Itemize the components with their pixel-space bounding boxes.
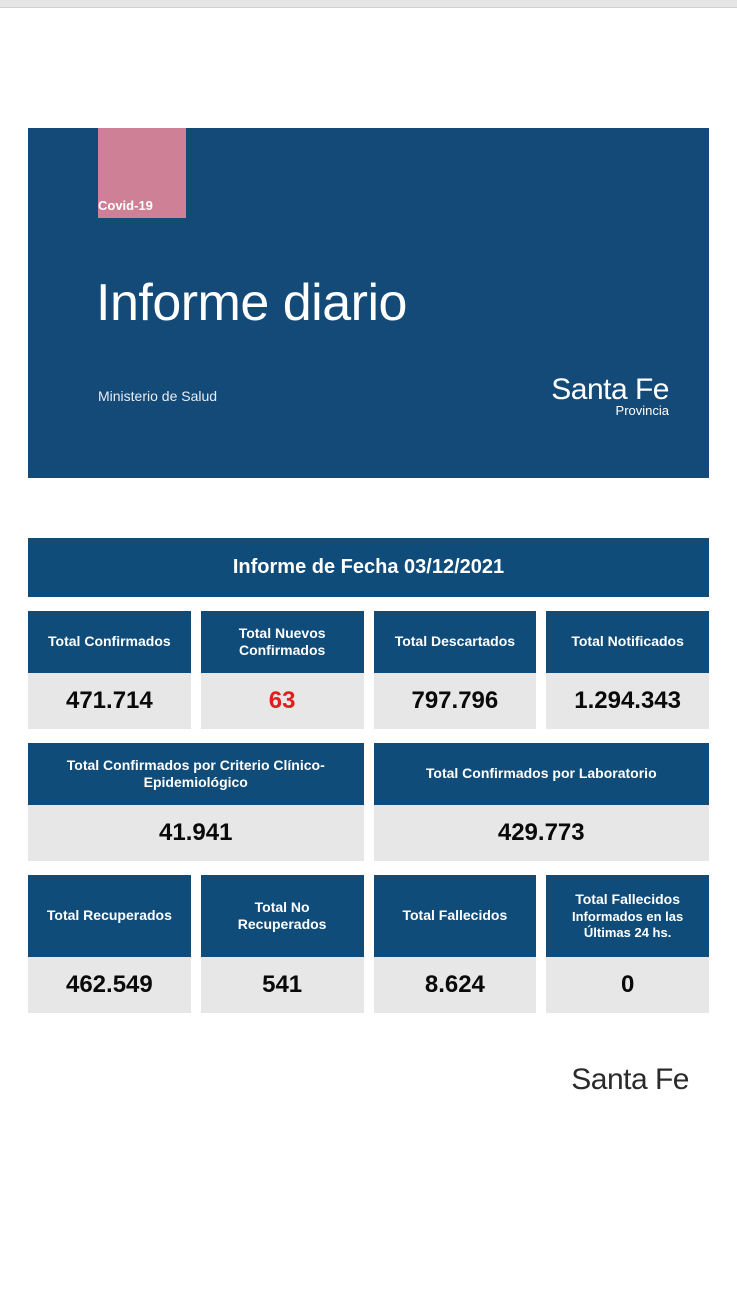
- card-descartados: Total Descartados 797.796: [374, 611, 537, 729]
- logo-big: Santa Fe: [551, 373, 669, 406]
- card-header: Total Recuperados: [28, 875, 191, 957]
- stats-row-3: Total Recuperados 462.549 Total No Recup…: [28, 875, 709, 1013]
- card-header: Total Fallecidos: [374, 875, 537, 957]
- card-value: 541: [201, 957, 364, 1013]
- card-fallecidos: Total Fallecidos 8.624: [374, 875, 537, 1013]
- card-recuperados: Total Recuperados 462.549: [28, 875, 191, 1013]
- card-no-recuperados: Total No Recuperados 541: [201, 875, 364, 1013]
- stats-row-2: Total Confirmados por Criterio Clínico-E…: [28, 743, 709, 861]
- hero: Covid-19 Informe diario Ministerio de Sa…: [28, 128, 709, 478]
- card-value: 797.796: [374, 673, 537, 729]
- card-header: Total Notificados: [546, 611, 709, 673]
- card-value: 1.294.343: [546, 673, 709, 729]
- card-header: Total No Recuperados: [201, 875, 364, 957]
- card-value: 0: [546, 957, 709, 1013]
- card-criterio-clinico: Total Confirmados por Criterio Clínico-E…: [28, 743, 364, 861]
- card-header-main: Total Fallecidos: [575, 891, 680, 909]
- card-header: Total Descartados: [374, 611, 537, 673]
- card-value: 41.941: [28, 805, 364, 861]
- card-fallecidos-24h: Total Fallecidos Informados en las Últim…: [546, 875, 709, 1013]
- card-value: 462.549: [28, 957, 191, 1013]
- card-header: Total Confirmados: [28, 611, 191, 673]
- stats-row-1: Total Confirmados 471.714 Total Nuevos C…: [28, 611, 709, 729]
- santa-fe-logo: Santa Fe Provincia: [551, 373, 669, 418]
- card-header-sub: Informados en las Últimas 24 hs.: [554, 909, 701, 942]
- hero-subtitle: Ministerio de Salud: [98, 388, 217, 404]
- card-total-confirmados: Total Confirmados 471.714: [28, 611, 191, 729]
- card-header: Total Confirmados por Criterio Clínico-E…: [28, 743, 364, 805]
- footer-logo: Santa Fe: [28, 1063, 709, 1097]
- date-banner: Informe de Fecha 03/12/2021: [28, 538, 709, 597]
- card-value-highlight: 63: [201, 673, 364, 729]
- card-laboratorio: Total Confirmados por Laboratorio 429.77…: [374, 743, 710, 861]
- card-nuevos-confirmados: Total Nuevos Confirmados 63: [201, 611, 364, 729]
- window-topbar: [0, 0, 737, 8]
- covid-badge: Covid-19: [98, 198, 153, 213]
- card-value: 471.714: [28, 673, 191, 729]
- footer-logo-text: Santa Fe: [571, 1063, 689, 1096]
- hero-title: Informe diario: [96, 273, 407, 333]
- card-notificados: Total Notificados 1.294.343: [546, 611, 709, 729]
- stats-section: Informe de Fecha 03/12/2021 Total Confir…: [28, 538, 709, 1013]
- card-header: Total Fallecidos Informados en las Últim…: [546, 875, 709, 957]
- card-header: Total Confirmados por Laboratorio: [374, 743, 710, 805]
- card-value: 429.773: [374, 805, 710, 861]
- card-value: 8.624: [374, 957, 537, 1013]
- card-header: Total Nuevos Confirmados: [201, 611, 364, 673]
- page: Covid-19 Informe diario Ministerio de Sa…: [0, 8, 737, 1097]
